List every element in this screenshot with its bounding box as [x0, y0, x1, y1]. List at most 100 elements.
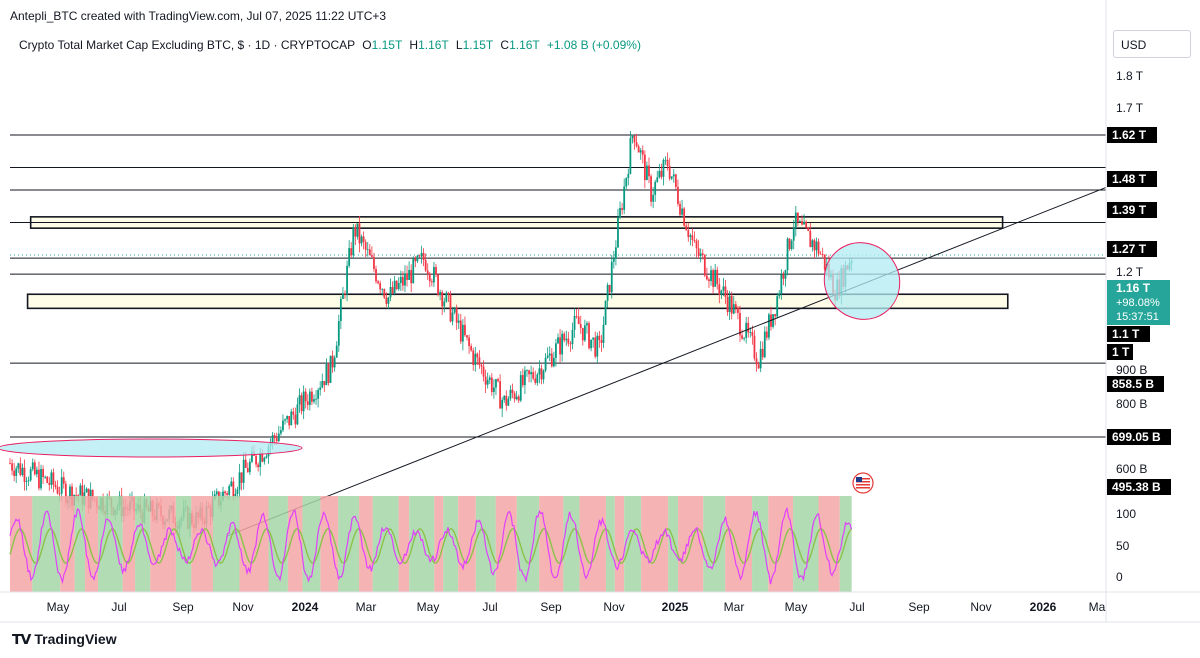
candle-body — [763, 331, 766, 358]
candle-body — [377, 281, 379, 284]
candle-body — [550, 353, 553, 367]
author-line: Antepli_BTC created with TradingView.com… — [10, 9, 387, 23]
candle-body — [819, 253, 822, 255]
candle-body — [629, 138, 632, 174]
candle-body — [426, 270, 429, 274]
open-value: 1.15T — [371, 38, 403, 52]
indicator-bg-stripe — [302, 496, 321, 592]
indicator-bg-stripe — [614, 496, 625, 592]
indicator-bg-stripe — [85, 496, 99, 592]
indicator-bg-stripe — [752, 496, 769, 592]
level-tag — [1107, 326, 1150, 342]
indicator-bg-stripe — [563, 496, 580, 592]
candle-body — [693, 239, 696, 241]
currency-selector[interactable]: USD — [1113, 30, 1191, 58]
candle-body — [821, 254, 824, 255]
candle-body — [683, 208, 686, 226]
candle-body — [571, 329, 574, 345]
indicator-bg-stripe — [703, 496, 726, 592]
candle-body — [354, 227, 357, 237]
candle-body — [91, 489, 94, 499]
flag-stripe — [856, 484, 870, 486]
candle-body — [50, 472, 53, 485]
candle-body — [705, 275, 708, 280]
candle-body — [416, 255, 419, 262]
candle-body — [17, 463, 20, 469]
time-axis-label: Jul — [849, 600, 864, 614]
horizontal-levels — [10, 134, 1106, 438]
indicator-bg-stripe — [32, 496, 61, 592]
candle-body — [561, 333, 564, 355]
candle-body — [385, 297, 388, 304]
candle-body — [279, 430, 282, 434]
indicator-bg-stripe — [458, 496, 476, 592]
candle-body — [619, 208, 621, 218]
indicator-bg-stripe — [60, 496, 75, 592]
time-axis-label: Nov — [970, 600, 991, 614]
indicator-bg-stripe — [98, 496, 123, 592]
candle-body — [792, 228, 795, 241]
candle-body — [251, 451, 253, 462]
candle-body — [313, 399, 315, 402]
candle-body — [348, 248, 351, 266]
candle-body — [399, 276, 402, 283]
level-tag — [1107, 171, 1157, 187]
axes: 100 50 0 1.8 T 1.7 T 1.2 T 900 B 800 B 600 B May J… — [0, 0, 1200, 623]
candle-body — [519, 375, 522, 401]
level-tag — [1107, 344, 1133, 360]
candle-body — [552, 357, 555, 367]
candle-body — [807, 227, 810, 231]
candle-body — [575, 315, 578, 317]
candle-body — [648, 165, 650, 177]
candle-body — [13, 470, 16, 476]
candle-body — [457, 320, 460, 323]
time-axis-label: Nov — [603, 600, 624, 614]
tradingview-logo-icon: 𝗧𝗩 — [12, 631, 31, 647]
level-tag-label: 1.48 T — [1112, 172, 1147, 186]
level-tag — [1107, 127, 1157, 143]
candle-body — [761, 348, 764, 358]
candle-body — [428, 273, 431, 282]
candle-body — [290, 411, 293, 426]
candle-body — [468, 337, 470, 347]
candle-body — [9, 463, 11, 464]
candle-body — [689, 235, 692, 237]
candle-body — [292, 411, 295, 415]
candle-body — [718, 284, 721, 295]
candle-body — [304, 391, 307, 402]
candle-body — [288, 415, 291, 426]
candle-body — [346, 265, 348, 295]
high-value: 1.16T — [418, 38, 449, 52]
candle-body — [681, 208, 683, 215]
candle-body — [521, 375, 524, 386]
candle-body — [449, 294, 452, 322]
symbol-title[interactable]: Crypto Total Market Cap Excluding BTC, $… — [19, 38, 355, 52]
candle-body — [643, 154, 646, 181]
candle-body — [238, 472, 241, 490]
highlight-ellipse — [823, 242, 901, 320]
candle-body — [803, 221, 805, 225]
candle-body — [62, 477, 65, 484]
candle-body — [722, 286, 725, 291]
brand-name: TradingView — [34, 631, 117, 647]
candle-body — [596, 335, 599, 357]
candle-body — [602, 324, 605, 343]
candle-body — [470, 346, 473, 351]
indicator-bg-stripe — [624, 496, 642, 592]
level-tag-label: 858.5 B — [1112, 377, 1154, 391]
candle-body — [559, 337, 561, 355]
time-axis-label: Mar — [724, 600, 745, 614]
candle-body — [275, 438, 278, 442]
candle-body — [228, 486, 231, 495]
candle-body — [306, 401, 309, 405]
candle-body — [244, 459, 247, 468]
price-tick-label: 1.2 T — [1116, 265, 1144, 279]
candle-body — [532, 372, 535, 379]
indicator-bg-stripe — [239, 496, 269, 592]
candle-body — [695, 240, 698, 249]
candle-body — [567, 338, 570, 344]
candle-body — [46, 476, 49, 483]
candle-body — [555, 343, 557, 358]
candle-body — [590, 339, 592, 349]
